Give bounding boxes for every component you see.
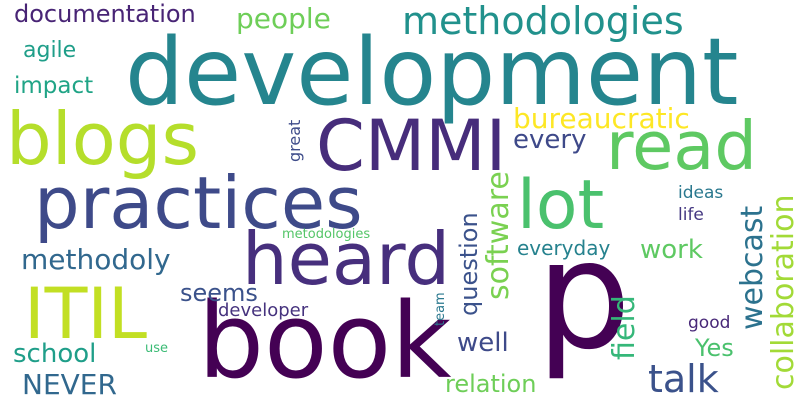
word-team: team — [433, 292, 448, 326]
word-good: good — [688, 313, 731, 333]
word-every: every — [513, 125, 587, 155]
word-ideas: ideas — [678, 183, 724, 203]
word-bureaucratic: bureaucratic — [513, 102, 690, 135]
word-never: NEVER — [22, 368, 117, 400]
word-methodoly: methodoly — [21, 243, 171, 276]
word-documentation: documentation — [14, 0, 196, 28]
word-p: p — [536, 209, 632, 383]
word-well: well — [457, 328, 509, 358]
word-itil: ITIL — [24, 273, 148, 355]
word-lot: lot — [517, 166, 605, 245]
word-work: work — [640, 235, 703, 265]
word-heard: heard — [242, 217, 451, 301]
word-yes: Yes — [695, 334, 734, 362]
word-seems: seems — [180, 279, 258, 307]
word-use: use — [145, 341, 169, 356]
word-read: read — [606, 107, 757, 185]
word-great: great — [285, 119, 304, 162]
word-question: question — [455, 212, 483, 316]
word-impact: impact — [14, 73, 94, 99]
word-school: school — [13, 339, 97, 369]
word-collaboration: collaboration — [766, 194, 800, 390]
word-book: book — [198, 280, 452, 400]
word-relation: relation — [445, 370, 537, 398]
word-field: field — [607, 295, 642, 360]
word-blogs: blogs — [6, 97, 199, 181]
word-life: life — [678, 205, 704, 225]
word-software: software — [481, 171, 516, 300]
word-developer: developer — [218, 300, 309, 321]
word-webcast: webcast — [735, 205, 770, 330]
word-methodologies: methodologies — [402, 0, 684, 43]
word-talk: talk — [648, 357, 719, 400]
word-everyday: everyday — [517, 236, 611, 260]
word-development: development — [125, 18, 739, 126]
word-practices: practices — [34, 161, 363, 245]
word-metodologies: metodologies — [282, 227, 371, 242]
word-agile: agile — [23, 38, 77, 63]
word-cmmi: CMMI — [316, 105, 507, 187]
word-people: people — [236, 2, 331, 35]
